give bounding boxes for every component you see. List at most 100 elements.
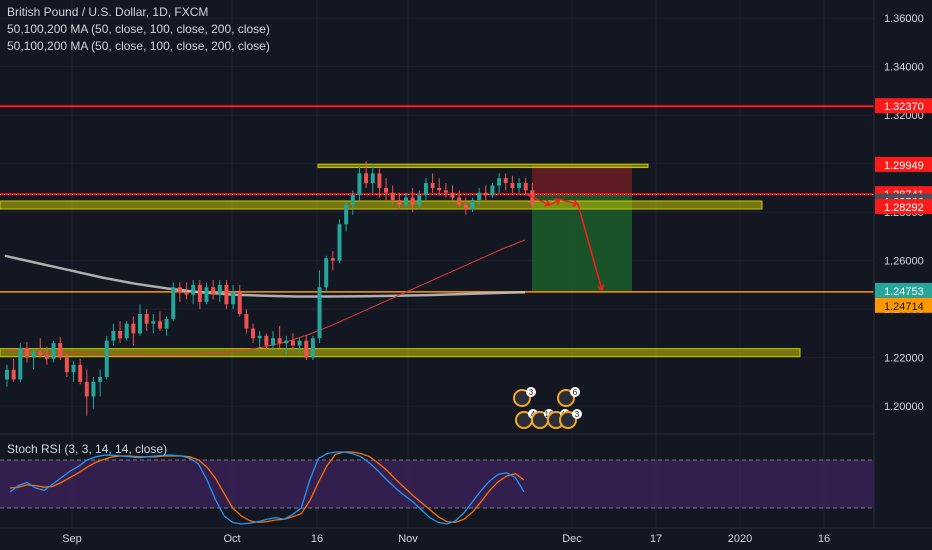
candle-body xyxy=(304,340,309,358)
candle-body xyxy=(71,364,76,373)
price-axis[interactable]: 1.360001.340001.320001.300001.280001.260… xyxy=(873,0,932,528)
candle-body xyxy=(271,338,275,346)
price-zone xyxy=(0,348,801,358)
candle-body xyxy=(490,185,495,196)
candle-body xyxy=(231,292,236,305)
candle-body xyxy=(437,187,442,191)
projection-arrowhead xyxy=(543,199,551,207)
candle-body xyxy=(217,284,222,295)
event-count: 3 xyxy=(529,388,534,397)
candle-body xyxy=(5,369,9,380)
candle-body xyxy=(364,173,369,184)
candle-body xyxy=(111,330,116,341)
economic-event-icon xyxy=(559,411,577,429)
candle-body xyxy=(11,369,16,380)
projection-arrowhead xyxy=(553,198,561,206)
projection-arrowhead xyxy=(572,199,579,207)
time-tick-label: Sep xyxy=(62,533,82,545)
price-tag-label: 1.28292 xyxy=(884,202,924,214)
price-tick-label: 1.20000 xyxy=(884,401,924,413)
candle-body xyxy=(284,340,289,344)
candle-body xyxy=(483,192,488,196)
candle-body xyxy=(257,335,262,339)
time-axis[interactable]: Sep Oct 16 Nov Dec 17 2020 16 xyxy=(0,527,932,550)
candle-body xyxy=(204,287,209,302)
economic-event-icon xyxy=(513,389,531,407)
candle-body xyxy=(251,328,256,339)
candle-body xyxy=(357,173,362,196)
candle-body xyxy=(51,343,56,359)
price-tag-label: 1.24714 xyxy=(884,301,924,313)
candle-body xyxy=(410,197,415,205)
candle-body xyxy=(277,338,282,344)
candle-body xyxy=(310,338,315,358)
price-tick-label: 1.36000 xyxy=(884,13,924,25)
price-tag-label: 1.29949 xyxy=(884,160,924,172)
ma-50-line xyxy=(4,239,526,356)
candle-body xyxy=(191,284,196,295)
price-tag xyxy=(875,297,932,313)
time-tick-label: 16 xyxy=(818,533,830,545)
candle-body xyxy=(477,192,482,201)
time-tick-label: 16 xyxy=(311,533,323,545)
event-icons[interactable]: 36410413 xyxy=(513,387,582,429)
price-pane-grid xyxy=(0,0,932,528)
price-zone xyxy=(317,163,649,169)
candle-body xyxy=(503,178,508,184)
price-axis-bg xyxy=(874,0,932,528)
candle-body xyxy=(151,321,156,324)
candle-body xyxy=(404,197,408,205)
candles xyxy=(5,161,535,416)
candle-body xyxy=(144,313,149,324)
candle-body xyxy=(510,183,515,188)
zones xyxy=(0,163,801,358)
target-zone xyxy=(532,194,632,291)
price-tag xyxy=(875,282,932,298)
event-count: 3 xyxy=(575,410,580,419)
candle-body xyxy=(58,343,63,358)
event-count-badge xyxy=(572,409,582,419)
moving-averages xyxy=(4,239,526,356)
horizontal-lines xyxy=(0,105,874,293)
legend-title: British Pound / U.S. Dollar, 1D, FXCM xyxy=(7,5,209,19)
candle-body xyxy=(423,183,428,196)
candle-body xyxy=(370,173,375,184)
time-tick-label: 17 xyxy=(650,533,662,545)
candle-body xyxy=(523,183,528,191)
stop-zone xyxy=(532,164,632,195)
event-count-badge xyxy=(526,387,536,397)
legend-stoch: Stoch RSI (3, 3, 14, 14, close) xyxy=(7,442,168,456)
candle-body xyxy=(44,355,49,359)
candle-body xyxy=(290,340,295,346)
candle-body xyxy=(78,364,83,382)
candle-body xyxy=(24,347,29,358)
candle-body xyxy=(244,313,249,329)
candle-body xyxy=(31,351,36,358)
price-tick-label: 1.34000 xyxy=(884,62,924,74)
candle-body xyxy=(297,340,302,346)
candle-body xyxy=(517,183,522,188)
price-tag-label: 1.24753 xyxy=(884,286,924,298)
candle-body xyxy=(138,313,142,334)
projection-arrows xyxy=(525,193,605,291)
candle-body xyxy=(417,195,422,205)
candle-body xyxy=(237,292,242,314)
candle-body xyxy=(457,197,462,205)
candle-body xyxy=(91,381,96,397)
candle-body xyxy=(98,377,103,382)
candle-body xyxy=(118,330,123,339)
candle-body xyxy=(317,287,322,339)
stoch-d-line xyxy=(9,451,525,524)
time-tick-label: 2020 xyxy=(728,533,752,545)
legend-ma-2: 50,100,200 MA (50, close, 100, close, 20… xyxy=(7,39,270,53)
time-tick-label: Nov xyxy=(398,533,418,545)
candle-body xyxy=(344,204,349,225)
stoch-pane: 80.0040.000.00 xyxy=(0,451,912,531)
candle-body xyxy=(337,224,342,261)
candle-body xyxy=(84,381,89,397)
candle-body xyxy=(397,200,402,205)
candle-body xyxy=(390,192,395,201)
candle-body xyxy=(384,187,389,193)
